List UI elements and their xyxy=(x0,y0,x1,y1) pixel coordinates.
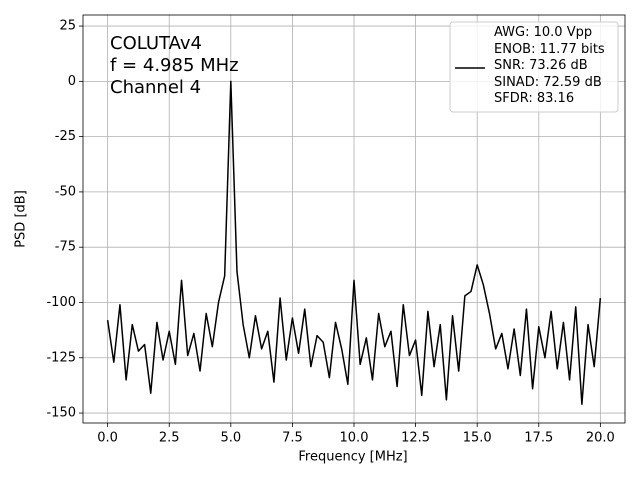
x-axis-label: Frequency [MHz] xyxy=(298,450,407,465)
y-tick-label: -150 xyxy=(46,406,76,421)
axes-frame xyxy=(82,14,626,424)
x-tick-label: 7.5 xyxy=(282,431,303,446)
x-tick-label: 12.5 xyxy=(401,431,430,446)
x-tick-label: 10.0 xyxy=(340,431,369,446)
y-tick-label: 0 xyxy=(68,74,76,89)
y-tick-label: -25 xyxy=(55,129,76,144)
y-tick-label: -50 xyxy=(55,184,76,199)
legend-label: AWG: 10.0 Vpp ENOB: 11.77 bits SNR: 73.2… xyxy=(494,25,605,106)
x-tick-label: 20.0 xyxy=(586,431,615,446)
y-axis-label: PSD [dB] xyxy=(14,190,29,248)
x-tick-label: 15.0 xyxy=(463,431,492,446)
x-tick-label: 0.0 xyxy=(97,431,118,446)
x-tick-label: 17.5 xyxy=(524,431,553,446)
x-tick-label: 2.5 xyxy=(159,431,180,446)
legend-box xyxy=(449,21,619,113)
series-line xyxy=(106,80,602,405)
annotation: COLUTAv4 f = 4.985 MHz Channel 4 xyxy=(110,33,239,98)
x-tick-label: 5.0 xyxy=(220,431,241,446)
y-tick-label: 25 xyxy=(59,19,76,34)
y-tick-label: -75 xyxy=(55,240,76,255)
y-tick-label: -100 xyxy=(46,295,76,310)
y-tick-label: -125 xyxy=(46,350,76,365)
